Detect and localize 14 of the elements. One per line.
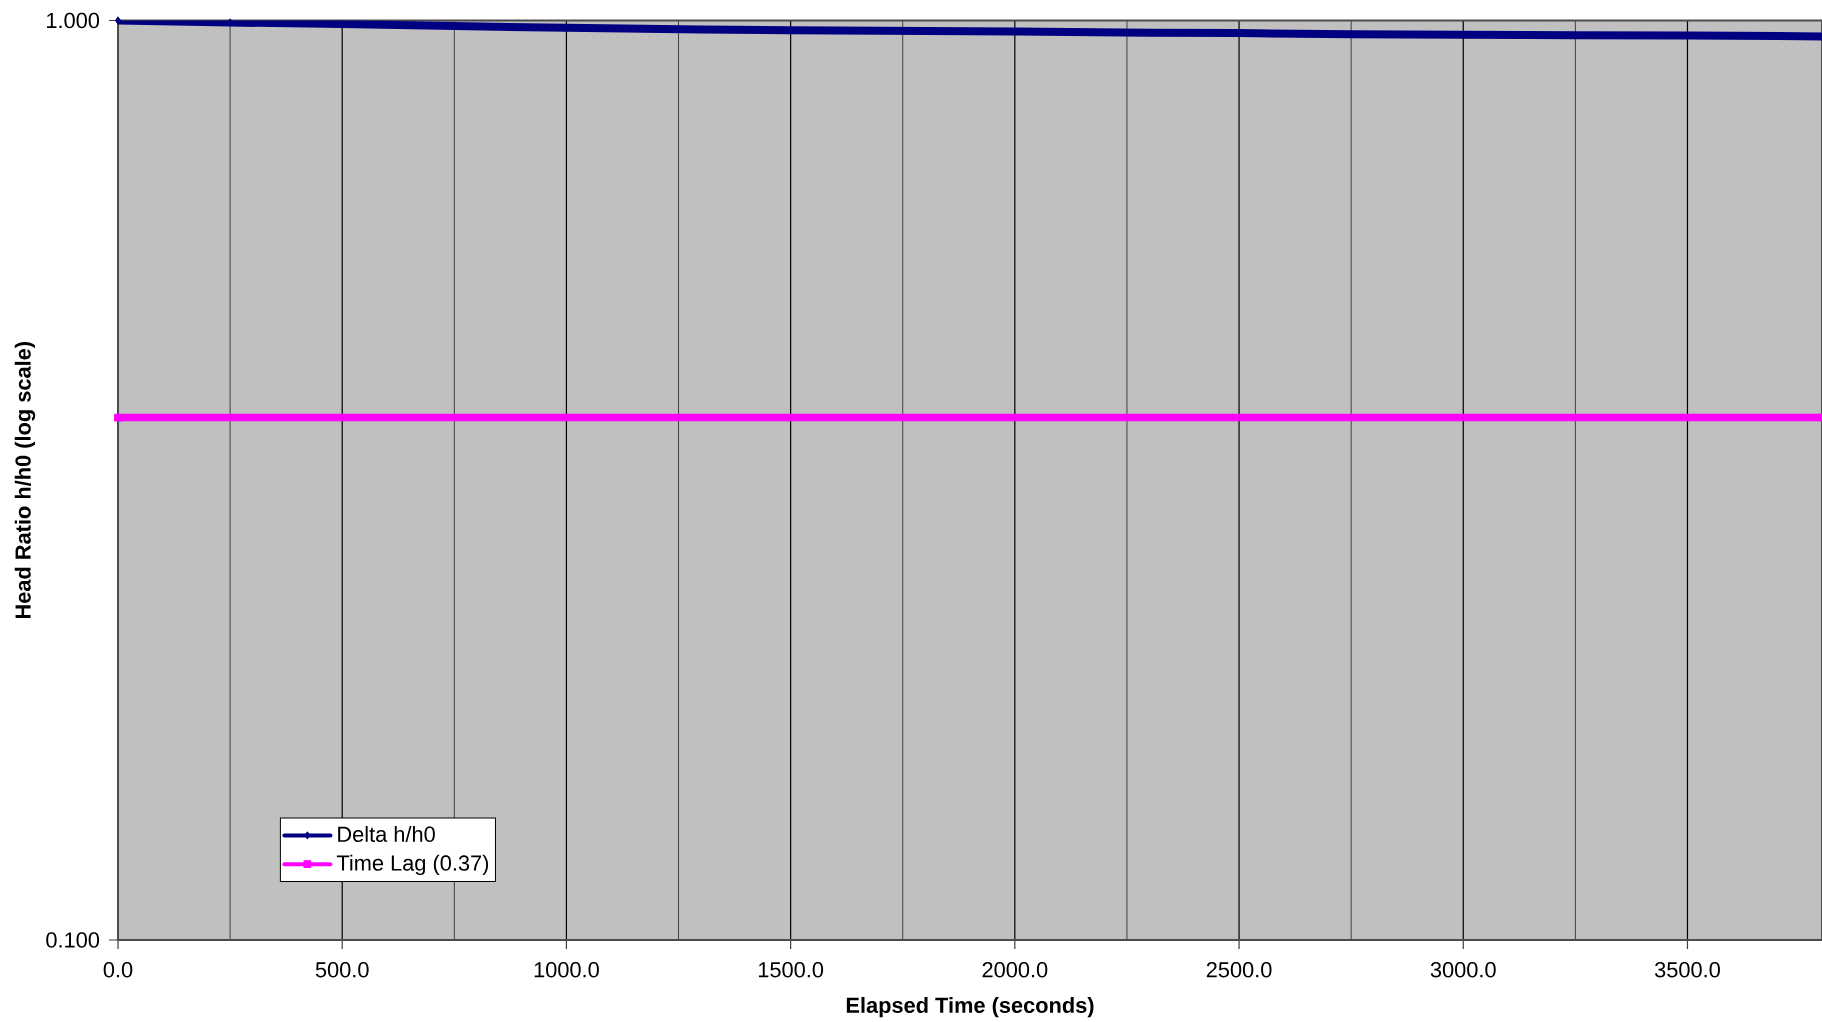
x-tick-label: 1000.0 <box>534 962 599 978</box>
legend-label: Delta h/h0 <box>338 825 435 842</box>
y-tick-label: 0.100 <box>46 932 100 948</box>
x-tick-label: 3000.0 <box>1430 962 1496 978</box>
x-tick-label: 3500.0 <box>1654 962 1720 978</box>
x-tick-label: 1500.0 <box>758 962 824 978</box>
y-tick-label: 1.000 <box>47 12 100 29</box>
x-axis-title: Elapsed Time (seconds) <box>846 996 1094 1018</box>
x-tick-label: 500.0 <box>315 962 369 978</box>
x-tick-label: 0.0 <box>103 962 133 978</box>
y-axis-title: Head Ratio h/h0 (log scale) <box>14 342 36 619</box>
legend-label: Time Lag (0.37) <box>336 854 489 876</box>
x-tick-label: 2000.0 <box>982 962 1048 978</box>
x-tick-label: 2500.0 <box>1206 962 1272 978</box>
